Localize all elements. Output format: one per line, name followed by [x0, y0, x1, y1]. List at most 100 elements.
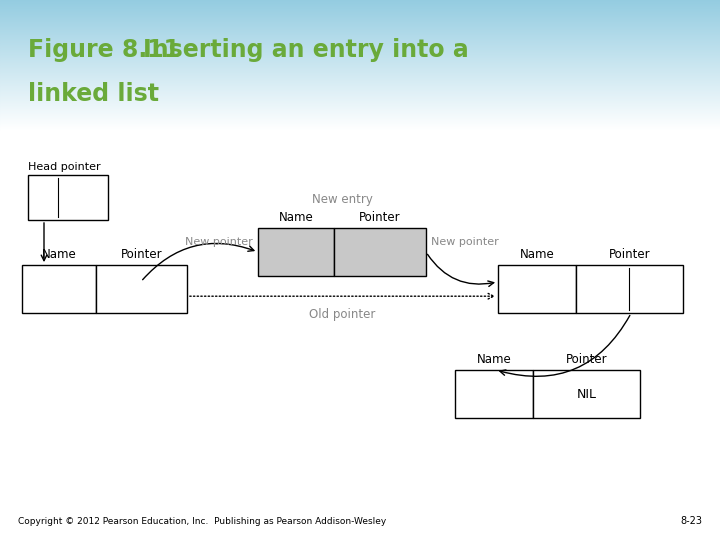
Bar — [0, 18, 720, 19]
Text: Head pointer: Head pointer — [28, 162, 101, 172]
Text: Name: Name — [279, 211, 313, 224]
Bar — [576, 265, 683, 313]
Bar — [0, 114, 720, 115]
Bar — [0, 41, 720, 42]
Bar — [0, 89, 720, 90]
Bar — [0, 7, 720, 8]
Bar — [0, 100, 720, 101]
Bar — [0, 81, 720, 82]
Bar — [0, 111, 720, 112]
Bar — [0, 80, 720, 81]
Bar — [0, 19, 720, 20]
Bar — [0, 103, 720, 104]
Bar — [455, 370, 533, 418]
Bar — [0, 74, 720, 75]
Bar — [0, 1, 720, 2]
Text: Pointer: Pointer — [608, 248, 650, 261]
Bar — [0, 0, 720, 1]
Bar — [0, 69, 720, 70]
Bar — [0, 113, 720, 114]
Bar — [0, 87, 720, 88]
Bar — [0, 93, 720, 94]
Bar — [0, 107, 720, 108]
Bar — [0, 34, 720, 35]
Bar — [0, 92, 720, 93]
Bar — [0, 38, 720, 39]
Bar — [0, 17, 720, 18]
Bar — [0, 5, 720, 6]
Bar — [0, 71, 720, 72]
Bar — [0, 15, 720, 16]
Bar — [0, 76, 720, 77]
Bar — [0, 39, 720, 40]
Bar — [28, 175, 108, 220]
Bar — [0, 23, 720, 24]
Bar — [0, 64, 720, 65]
Bar — [0, 56, 720, 57]
Bar — [0, 102, 720, 103]
Bar — [22, 265, 96, 313]
Bar — [0, 36, 720, 37]
Bar — [0, 30, 720, 31]
Bar — [0, 33, 720, 34]
Bar — [0, 22, 720, 23]
Bar — [0, 119, 720, 120]
Bar — [0, 8, 720, 9]
Bar — [0, 6, 720, 7]
Bar — [0, 83, 720, 84]
Bar — [0, 51, 720, 52]
Text: Old pointer: Old pointer — [310, 308, 376, 321]
Bar — [0, 12, 720, 13]
Bar — [0, 68, 720, 69]
Text: Figure 8.11: Figure 8.11 — [28, 38, 197, 62]
Bar — [0, 110, 720, 111]
Bar — [0, 94, 720, 95]
Bar — [0, 79, 720, 80]
Bar — [0, 65, 720, 66]
Bar — [0, 117, 720, 118]
Bar — [0, 63, 720, 64]
Bar — [0, 55, 720, 56]
Bar — [0, 57, 720, 58]
Bar — [0, 61, 720, 62]
Bar — [0, 44, 720, 45]
Bar — [96, 265, 187, 313]
Bar — [0, 105, 720, 106]
Bar — [0, 72, 720, 73]
Bar — [0, 112, 720, 113]
Text: New pointer: New pointer — [185, 237, 253, 247]
Bar — [0, 47, 720, 48]
Bar — [0, 118, 720, 119]
Bar — [0, 125, 720, 126]
Bar — [0, 49, 720, 50]
Bar — [0, 10, 720, 11]
Bar — [0, 101, 720, 102]
Bar — [0, 121, 720, 122]
Bar — [0, 130, 720, 540]
Bar — [333, 228, 426, 276]
Bar — [0, 28, 720, 29]
Bar — [0, 58, 720, 59]
Bar — [0, 29, 720, 30]
Bar — [0, 91, 720, 92]
Bar — [0, 82, 720, 83]
Bar — [0, 120, 720, 121]
Text: linked list: linked list — [28, 82, 159, 106]
Bar — [0, 124, 720, 125]
Bar — [0, 14, 720, 15]
Bar — [0, 84, 720, 85]
Bar — [0, 115, 720, 116]
Bar — [0, 99, 720, 100]
Bar — [0, 88, 720, 89]
Bar — [0, 78, 720, 79]
Bar — [0, 109, 720, 110]
Bar — [0, 4, 720, 5]
Bar — [0, 86, 720, 87]
Bar — [0, 9, 720, 10]
Bar — [0, 48, 720, 49]
Bar — [0, 66, 720, 67]
Bar — [0, 96, 720, 97]
Text: Name: Name — [477, 353, 511, 366]
Bar — [0, 104, 720, 105]
Bar — [0, 40, 720, 41]
